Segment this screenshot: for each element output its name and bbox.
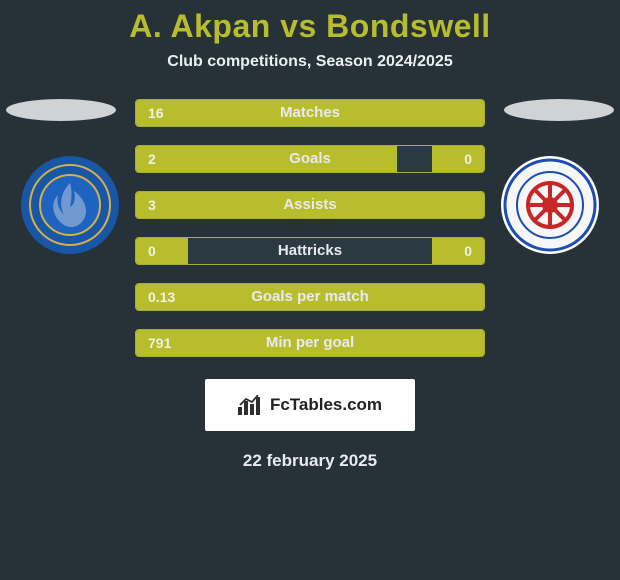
stat-row: Matches16 (135, 99, 485, 127)
stat-value-left: 0.13 (148, 284, 175, 310)
stat-label: Assists (136, 192, 484, 218)
stat-row: Min per goal791 (135, 329, 485, 357)
stat-label: Matches (136, 100, 484, 126)
stat-value-left: 16 (148, 100, 164, 126)
comparison-panel: Matches16Goals20Assists3Hattricks00Goals… (0, 99, 620, 359)
fctables-logo-icon (238, 395, 264, 415)
page-title: A. Akpan vs Bondswell (0, 0, 620, 45)
stat-label: Min per goal (136, 330, 484, 356)
stat-row: Goals2 0 (135, 145, 485, 173)
stat-value-left: 3 (148, 192, 156, 218)
stat-value-left: 791 (148, 330, 171, 356)
stat-label: Goals (136, 146, 484, 172)
snapshot-date: 22 february 2025 (0, 451, 620, 471)
stat-value-right: 0 (464, 238, 472, 264)
club-badge-right (500, 155, 600, 255)
subtitle: Club competitions, Season 2024/2025 (0, 53, 620, 71)
player-shadow-left (6, 99, 116, 121)
stat-label: Goals per match (136, 284, 484, 310)
club-crest-left-icon (20, 155, 120, 255)
stat-value-left: 2 (148, 146, 156, 172)
club-crest-right-icon (500, 155, 600, 255)
player-shadow-right (504, 99, 614, 121)
stat-row: Assists3 (135, 191, 485, 219)
club-badge-left (20, 155, 120, 255)
stat-label: Hattricks (136, 238, 484, 264)
stat-bars: Matches16Goals20Assists3Hattricks00Goals… (135, 99, 485, 375)
branding-badge: FcTables.com (205, 379, 415, 431)
stat-value-right: 0 (464, 146, 472, 172)
stat-row: Hattricks0 0 (135, 237, 485, 265)
branding-text: FcTables.com (270, 395, 382, 415)
stat-value-left: 0 (148, 238, 156, 264)
stat-row: Goals per match0.13 (135, 283, 485, 311)
